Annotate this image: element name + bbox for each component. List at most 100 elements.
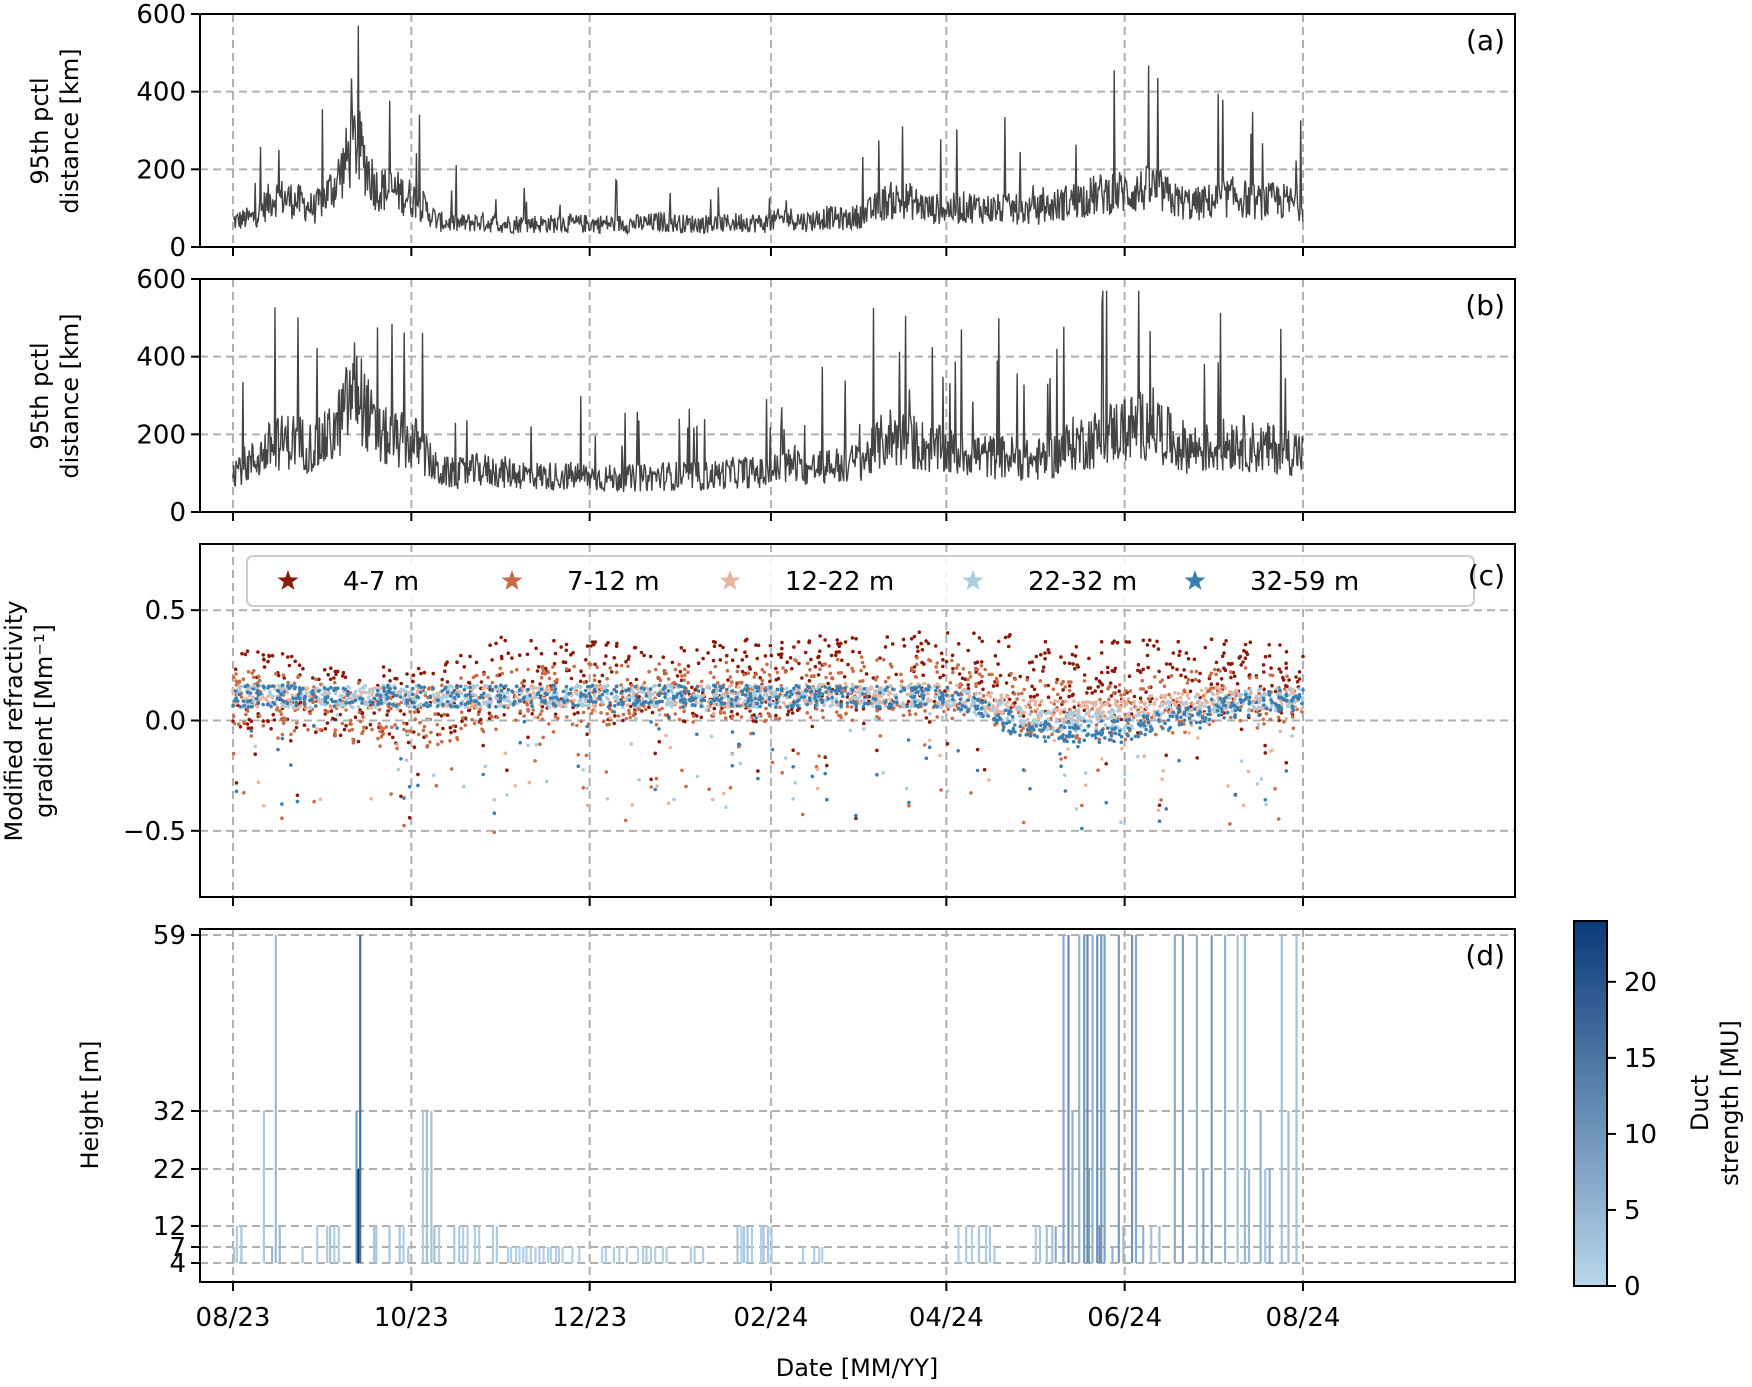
scatter-point: [407, 693, 412, 698]
scatter-point: [791, 765, 795, 769]
scatter-point: [966, 686, 971, 691]
scatter-point: [774, 705, 778, 709]
scatter-point: [691, 711, 695, 716]
scatter-point: [338, 704, 343, 708]
scatter-point: [341, 686, 346, 691]
scatter-point: [1224, 639, 1228, 643]
scatter-point: [905, 692, 910, 696]
scatter-point: [274, 672, 278, 676]
scatter-point: [471, 675, 476, 680]
scatter-point: [1277, 667, 1281, 671]
scatter-point: [495, 673, 499, 678]
scatter-point: [592, 705, 597, 709]
scatter-point: [1021, 698, 1026, 703]
scatter-point: [878, 656, 882, 660]
scatter-point: [877, 705, 881, 709]
scatter-point: [499, 696, 503, 701]
scatter-point: [1002, 725, 1006, 729]
scatter-point: [767, 697, 772, 701]
scatter-point: [233, 689, 238, 693]
scatter-point: [1243, 642, 1248, 647]
scatter-point: [716, 681, 720, 685]
scatter-point: [840, 691, 844, 695]
scatter-point: [966, 683, 970, 687]
scatter-point: [1145, 717, 1150, 721]
scatter-point: [942, 709, 946, 714]
scatter-point: [585, 644, 590, 648]
scatter-point: [830, 695, 834, 700]
scatter-point: [1216, 705, 1221, 709]
scatter-point: [1118, 729, 1122, 733]
scatter-point: [543, 671, 548, 676]
scatter-point: [1045, 728, 1049, 732]
scatter-point: [608, 715, 612, 720]
scatter-point: [650, 702, 655, 707]
scatter-point: [1061, 736, 1065, 741]
scatter-point: [758, 675, 762, 680]
scatter-point: [295, 793, 300, 798]
scatter-point: [1099, 640, 1104, 644]
scatter-point: [1082, 673, 1087, 677]
scatter-point: [1297, 677, 1302, 681]
scatter-point: [805, 684, 810, 689]
scatter-point: [256, 780, 261, 784]
scatter-point: [318, 797, 323, 802]
scatter-point: [320, 697, 325, 702]
scatter-point: [1066, 719, 1071, 724]
scatter-point: [1301, 688, 1305, 692]
scatter-point: [604, 770, 609, 774]
scatter-point: [387, 668, 392, 673]
scatter-point: [416, 666, 421, 671]
scatter-point: [406, 740, 411, 745]
scatter-point: [1108, 681, 1113, 685]
scatter-point: [1281, 697, 1285, 701]
scatter-point: [678, 705, 683, 710]
scatter-point: [459, 684, 463, 689]
scatter-point: [1021, 714, 1026, 718]
scatter-point: [1250, 708, 1254, 713]
scatter-point: [376, 702, 380, 706]
scatter-point: [906, 738, 911, 742]
scatter-point: [276, 736, 280, 740]
scatter-point: [686, 664, 691, 668]
scatter-point: [625, 696, 629, 700]
scatter-point: [1241, 803, 1246, 808]
scatter-point: [805, 702, 809, 707]
scatter-point: [1195, 712, 1200, 716]
scatter-point: [863, 701, 867, 706]
scatter-point: [579, 691, 583, 696]
scatter-point: [581, 710, 586, 715]
scatter-point: [764, 706, 768, 711]
scatter-point: [620, 695, 625, 700]
scatter-point: [511, 702, 516, 706]
scatter-point: [282, 690, 287, 694]
scatter-point: [249, 719, 254, 723]
scatter-point: [488, 697, 493, 701]
scatter-point: [821, 715, 825, 720]
scatter-point: [1052, 702, 1057, 706]
scatter-point: [1013, 723, 1017, 727]
scatter-point: [824, 675, 828, 680]
scatter-point: [585, 732, 589, 737]
scatter-point: [479, 680, 484, 684]
scatter-point: [1195, 692, 1199, 696]
scatter-point: [1257, 687, 1261, 692]
scatter-point: [368, 722, 373, 727]
scatter-point: [507, 699, 512, 703]
scatter-point: [605, 723, 609, 727]
panel-a-xticks: [232, 247, 1304, 256]
scatter-point: [854, 708, 859, 712]
scatter-point: [754, 716, 758, 720]
scatter-point: [681, 705, 686, 709]
y-tick-label: 400: [136, 343, 186, 373]
scatter-point: [564, 684, 569, 689]
scatter-point: [1109, 734, 1114, 738]
scatter-point: [428, 703, 432, 708]
scatter-point: [1105, 726, 1110, 730]
scatter-point: [785, 660, 789, 664]
scatter-point: [262, 665, 267, 669]
scatter-point: [1214, 672, 1218, 677]
scatter-point: [710, 797, 715, 802]
scatter-point: [642, 690, 647, 694]
scatter-point: [923, 702, 927, 707]
